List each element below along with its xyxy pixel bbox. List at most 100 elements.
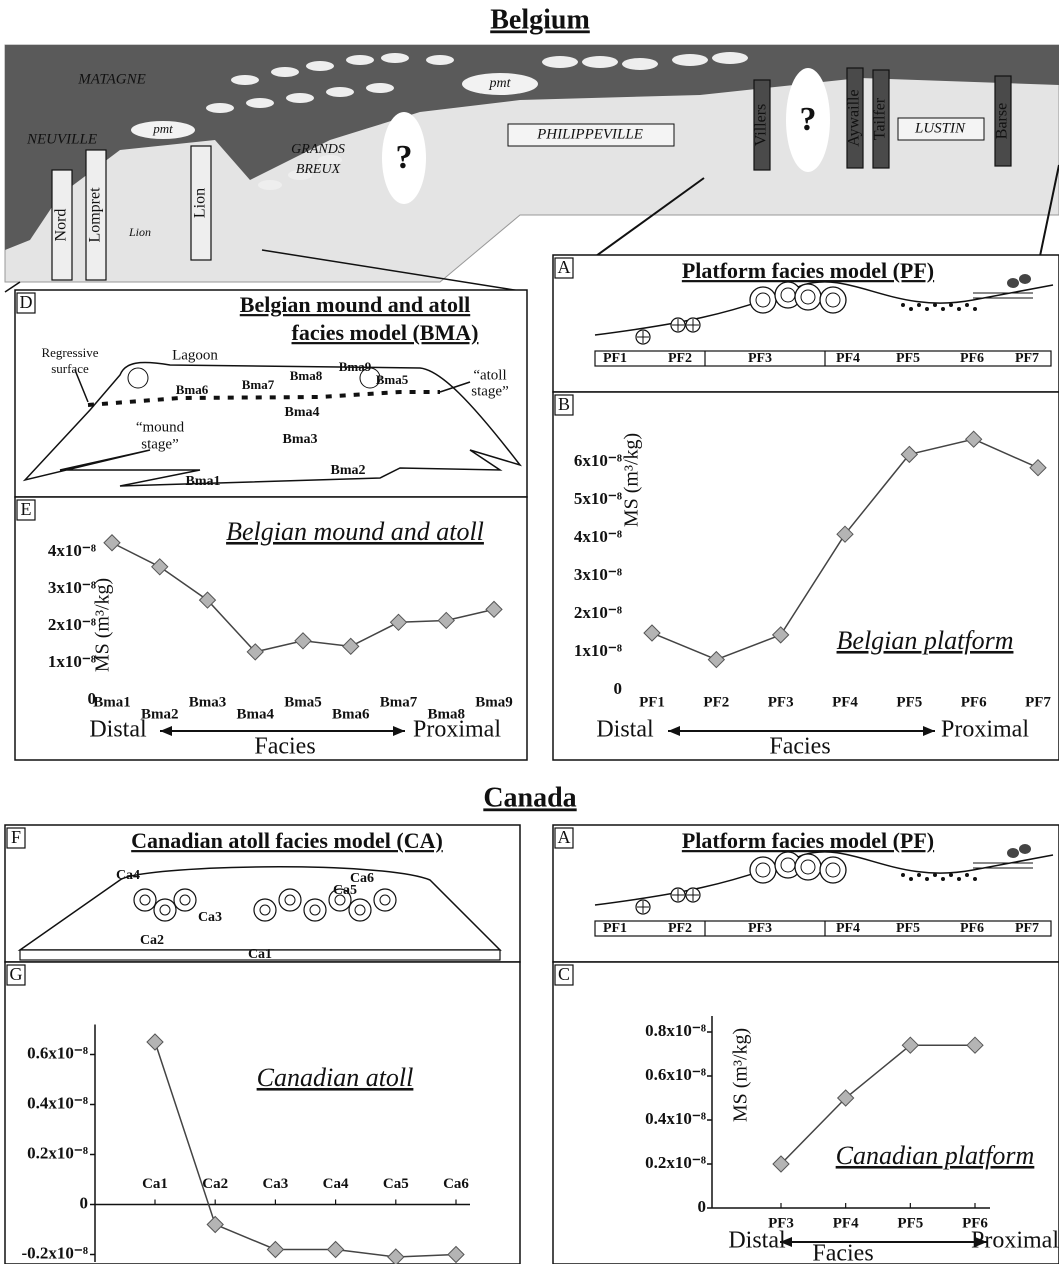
y-tick-label: 0.6x10⁻⁸ bbox=[27, 1043, 88, 1062]
cross-section-dark bbox=[5, 45, 1059, 250]
ooid bbox=[179, 894, 191, 906]
ooid bbox=[800, 859, 816, 875]
x-tick-label: Bma5 bbox=[284, 694, 322, 710]
x-tick-label: PF4 bbox=[833, 1215, 859, 1231]
x-tick-label: Ca4 bbox=[323, 1176, 349, 1192]
pellet bbox=[965, 303, 969, 307]
pointer bbox=[74, 369, 89, 403]
y-axis-title: MS (m³/kg) bbox=[730, 1028, 752, 1122]
lens bbox=[271, 67, 299, 77]
ooid bbox=[133, 888, 157, 912]
ooid bbox=[173, 888, 197, 912]
pellet bbox=[909, 877, 913, 881]
panel-title: Platform facies model (PF) bbox=[682, 828, 934, 853]
unit-box bbox=[897, 117, 985, 141]
x-tick-label: PF1 bbox=[639, 694, 665, 710]
panel-box bbox=[552, 254, 1059, 393]
panel-letter-box bbox=[554, 257, 574, 279]
pellet bbox=[925, 307, 929, 311]
chart-title: Belgian platform bbox=[837, 626, 1014, 655]
panel-letter: G bbox=[10, 964, 23, 984]
pellet bbox=[925, 877, 929, 881]
y-tick-label: 6x10⁻⁸ bbox=[574, 451, 622, 470]
panel-letter-box bbox=[554, 827, 574, 849]
unit-box bbox=[507, 123, 675, 147]
ooid bbox=[819, 286, 847, 314]
lens bbox=[258, 180, 282, 190]
panel-letter: A bbox=[558, 257, 571, 277]
ooid bbox=[328, 888, 352, 912]
atoll-base bbox=[19, 949, 501, 961]
y-tick-label: 3x10⁻⁸ bbox=[574, 565, 622, 584]
data-point bbox=[342, 637, 360, 656]
panel-title: Platform facies model (PF) bbox=[682, 258, 934, 283]
ooid bbox=[825, 292, 841, 308]
section-column bbox=[872, 69, 890, 169]
diagram-label: Ca3 bbox=[198, 910, 222, 925]
diagram-label: stage” bbox=[471, 383, 508, 399]
section-label: NEUVILLE bbox=[26, 131, 97, 147]
y-tick-label: 2x10⁻⁸ bbox=[48, 615, 96, 634]
pellet bbox=[965, 873, 969, 877]
x-tick-label: Bma9 bbox=[475, 694, 513, 710]
section-heading: Canada bbox=[483, 782, 576, 813]
pellet bbox=[917, 303, 921, 307]
diagram-label: Bma2 bbox=[331, 463, 366, 478]
x-tick-label: Ca5 bbox=[383, 1176, 409, 1192]
diagram-label: Ca5 bbox=[333, 883, 357, 898]
section-label: pmt bbox=[489, 76, 512, 91]
column-label: Villers bbox=[753, 104, 770, 147]
data-point bbox=[387, 1248, 405, 1264]
data-point bbox=[206, 1215, 224, 1234]
x-tick-label: Bma3 bbox=[189, 694, 227, 710]
connector bbox=[1039, 164, 1059, 257]
y-tick-label: 0.4x10⁻⁸ bbox=[645, 1109, 706, 1128]
panel-letter-box bbox=[6, 827, 26, 849]
data-point bbox=[771, 626, 790, 644]
y-tick-label: 4x10⁻⁸ bbox=[48, 541, 96, 560]
section-label: Lion bbox=[128, 225, 151, 239]
y-tick-label: 4x10⁻⁸ bbox=[574, 527, 622, 546]
data-point bbox=[900, 445, 919, 464]
x-tick-label: Bma8 bbox=[428, 706, 466, 722]
data-point bbox=[772, 1155, 790, 1173]
lens bbox=[286, 93, 314, 103]
ooid bbox=[794, 853, 822, 881]
data-line bbox=[780, 1044, 975, 1165]
diagram-label: Bma5 bbox=[376, 372, 409, 387]
ooid bbox=[755, 862, 771, 878]
section-heading: Belgium bbox=[490, 4, 590, 35]
diagram-label: surface bbox=[51, 361, 89, 376]
panel-letter: C bbox=[558, 964, 570, 984]
x-axis-title: Facies bbox=[254, 734, 315, 760]
data-point bbox=[146, 1033, 164, 1051]
y-tick-label: 0 bbox=[614, 679, 623, 698]
column-label: Tailfer bbox=[872, 97, 889, 140]
panel-letter-box bbox=[554, 394, 574, 416]
data-point bbox=[707, 650, 726, 669]
lens bbox=[712, 52, 748, 64]
column-label: Lion bbox=[192, 188, 209, 218]
data-point bbox=[901, 1036, 920, 1054]
facies-label: PF3 bbox=[748, 351, 772, 366]
ooid bbox=[153, 898, 177, 922]
panel-letter: F bbox=[11, 827, 21, 847]
column-label: Aywaille bbox=[846, 89, 863, 146]
pebble bbox=[1019, 844, 1031, 854]
lens bbox=[672, 54, 708, 66]
section-label: PHILIPPEVILLE bbox=[536, 126, 643, 142]
y-axis-title: MS (m³/kg) bbox=[92, 578, 114, 672]
section-label: LUSTIN bbox=[914, 120, 966, 136]
section-column bbox=[994, 75, 1012, 167]
lens bbox=[582, 56, 618, 68]
x-tick-label: Ca2 bbox=[202, 1176, 228, 1192]
section-label: GRANDS bbox=[291, 142, 345, 157]
connector bbox=[4, 281, 21, 293]
y-tick-label: 0.4x10⁻⁸ bbox=[27, 1093, 88, 1112]
pebble bbox=[1007, 278, 1019, 288]
diagram-label: Bma4 bbox=[285, 405, 320, 420]
ooid bbox=[794, 283, 822, 311]
diagram-label: Bma1 bbox=[186, 474, 221, 489]
diagram-label: Ca1 bbox=[248, 947, 272, 962]
section-column bbox=[85, 149, 107, 281]
